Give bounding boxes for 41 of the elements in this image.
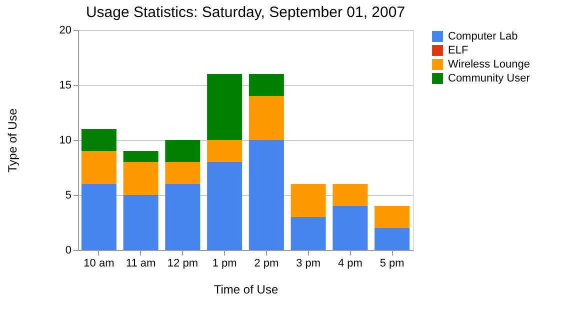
legend-label: Wireless Lounge	[448, 58, 530, 70]
x-tick-label: 10 am	[84, 258, 114, 270]
legend-label: ELF	[448, 44, 468, 56]
bar	[332, 206, 368, 250]
bar	[248, 96, 284, 140]
bar	[207, 162, 242, 250]
x-tick-label: 2 pm	[254, 258, 279, 270]
bar	[81, 184, 116, 250]
y-tick-label: 20	[59, 24, 72, 36]
bar	[374, 228, 410, 250]
x-tick-label: 3 pm	[296, 258, 321, 270]
bar	[123, 162, 158, 195]
bar	[165, 184, 200, 250]
legend-label: Community User	[448, 72, 530, 84]
y-tick-label: 15	[59, 80, 72, 92]
bar	[207, 140, 242, 162]
x-axis-title: Time of Use	[214, 282, 278, 296]
bar	[81, 151, 116, 184]
bar	[248, 74, 284, 96]
x-tick-label: 12 pm	[167, 258, 198, 270]
x-tick-label: 5 pm	[380, 258, 404, 270]
x-tick-label: 1 pm	[212, 258, 237, 270]
bar	[290, 217, 326, 250]
legend-label: Computer Lab	[448, 30, 518, 42]
bar	[374, 206, 410, 228]
bar	[123, 151, 158, 162]
x-tick-label: 4 pm	[338, 258, 362, 270]
chart-title: Usage Statistics: Saturday, September 01, 2007	[86, 4, 406, 21]
bar	[81, 129, 116, 151]
bar	[290, 184, 326, 217]
y-tick-label: 5	[65, 190, 72, 202]
bar	[332, 184, 368, 206]
bar	[207, 74, 242, 140]
y-axis-title: Type of Use	[5, 108, 20, 173]
bar	[165, 140, 200, 162]
bar	[248, 140, 284, 250]
bar	[123, 195, 158, 250]
bar	[165, 162, 200, 184]
y-tick-label: 0	[65, 244, 72, 256]
x-tick-label: 11 am	[126, 258, 156, 270]
y-tick-label: 10	[59, 134, 72, 146]
